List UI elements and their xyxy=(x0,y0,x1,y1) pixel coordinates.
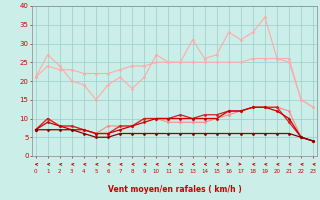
X-axis label: Vent moyen/en rafales ( km/h ): Vent moyen/en rafales ( km/h ) xyxy=(108,185,241,194)
